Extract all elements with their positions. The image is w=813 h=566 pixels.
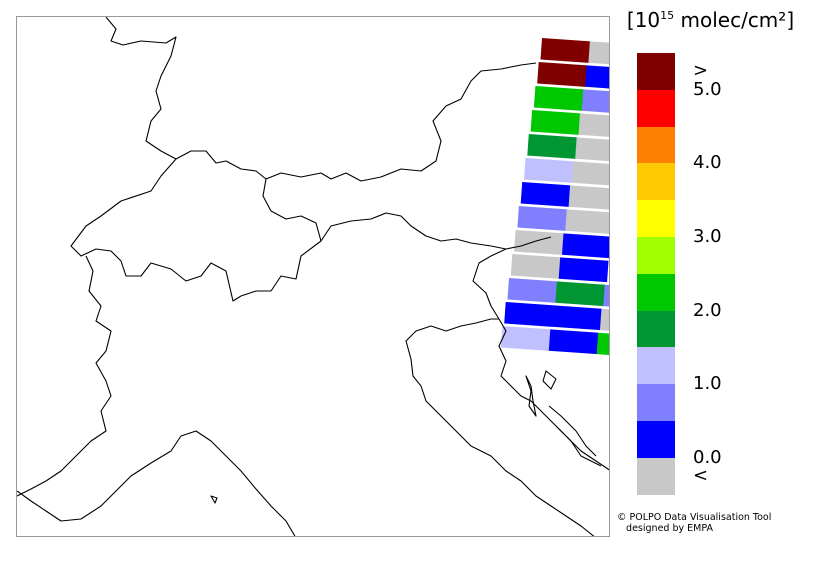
- swath-row: [507, 277, 609, 310]
- credit-line-1: © POLPO Data Visualisation Tool: [617, 512, 772, 523]
- legend-label: 3.0: [693, 226, 722, 247]
- swath-pixel: [581, 89, 609, 115]
- swath-row: [540, 38, 609, 67]
- legend-label: 0.0: [693, 446, 722, 468]
- border-france-germany-north: [105, 17, 267, 180]
- swath-pixel: [575, 137, 609, 163]
- swath-pixel: [548, 329, 599, 355]
- legend-swatch: [637, 53, 675, 91]
- swath-pixel: [500, 325, 551, 351]
- legend-label: >: [693, 60, 709, 82]
- map-canvas: [17, 17, 609, 536]
- swath-pixel: [568, 185, 609, 211]
- swath-pixel: [533, 86, 584, 111]
- swath-pixel: [527, 133, 578, 159]
- swath-pixel: [565, 209, 609, 235]
- swath-pixel: [578, 113, 609, 139]
- swath-pixel: [537, 62, 588, 87]
- swath-pixel: [555, 281, 606, 307]
- coastline-italy-east: [405, 325, 595, 536]
- swath-pixel: [510, 254, 561, 279]
- swath-pixel: [599, 308, 609, 334]
- swath-pixel: [588, 41, 609, 67]
- unit-label: [1015 molec/cm²]: [626, 8, 795, 32]
- border-switzerland-north: [70, 158, 507, 302]
- swath-row: [533, 86, 609, 115]
- border-france-italy: [17, 255, 112, 497]
- island-krk: [542, 370, 557, 390]
- island-cres: [525, 375, 537, 417]
- swath-row: [527, 133, 609, 163]
- elba-island: [210, 495, 218, 504]
- unit-text: molec/cm²: [674, 8, 787, 32]
- swath-pixel: [585, 65, 609, 91]
- legend-label: <: [693, 465, 709, 487]
- unit-base: 10: [634, 8, 661, 32]
- swath-pixel: [571, 161, 609, 187]
- border-italy-slovenia-north: [505, 236, 552, 250]
- map-area[interactable]: [16, 16, 610, 537]
- swath-pixel: [561, 233, 609, 259]
- swath-row: [504, 301, 609, 334]
- swath-row: [514, 230, 609, 259]
- color-legend-bar: [637, 53, 675, 496]
- legend-label: 2.0: [693, 299, 722, 321]
- swath-pixel: [514, 230, 564, 255]
- swath-row: [500, 325, 609, 358]
- border-germany-austria: [265, 62, 537, 182]
- swath-row: [520, 182, 609, 211]
- legend-swatch: [637, 384, 675, 422]
- swath-pixel: [530, 110, 581, 135]
- legend-swatch: [637, 89, 675, 128]
- legend-label: 5.0: [693, 78, 722, 100]
- coastline-gulf-trieste: [445, 318, 499, 332]
- legend-swatch: [637, 273, 675, 312]
- legend-swatch: [637, 200, 675, 238]
- unit-exponent: 15: [660, 9, 675, 22]
- credit-text: © POLPO Data Visualisation Tool designed…: [617, 512, 771, 534]
- swath-pixel: [517, 206, 568, 231]
- legend-label: 1.0: [693, 373, 722, 395]
- satellite-swath-pixels: [500, 38, 609, 358]
- swath-pixel: [540, 38, 591, 63]
- coastline-istria-croatia: [498, 318, 609, 471]
- legend-swatch: [637, 237, 675, 275]
- swath-pixel: [552, 305, 602, 331]
- legend-swatch: [637, 347, 675, 385]
- swath-pixel: [524, 157, 574, 183]
- coastline-ligurian: [17, 430, 296, 536]
- legend-swatch: [637, 421, 675, 459]
- swath-pixel: [596, 332, 609, 358]
- swath-row: [517, 206, 609, 235]
- swath-row: [510, 254, 609, 283]
- swath-row: [537, 62, 609, 91]
- island-chain-dalmatia: [548, 405, 602, 467]
- swath-pixel: [504, 301, 555, 327]
- legend-swatch: [637, 163, 675, 201]
- legend-label: 4.0: [693, 152, 722, 174]
- swath-row: [524, 157, 609, 187]
- legend-swatch: [637, 310, 675, 348]
- swath-pixel: [507, 277, 558, 303]
- border-italy-slovenia: [472, 248, 507, 320]
- border-switzerland-austria: [262, 178, 322, 242]
- swath-pixel: [520, 182, 571, 207]
- swath-pixel: [558, 257, 609, 283]
- swath-row: [530, 110, 609, 139]
- credit-line-2: designed by EMPA: [617, 523, 713, 534]
- legend-swatch: [637, 126, 675, 164]
- legend-swatch: [637, 457, 675, 496]
